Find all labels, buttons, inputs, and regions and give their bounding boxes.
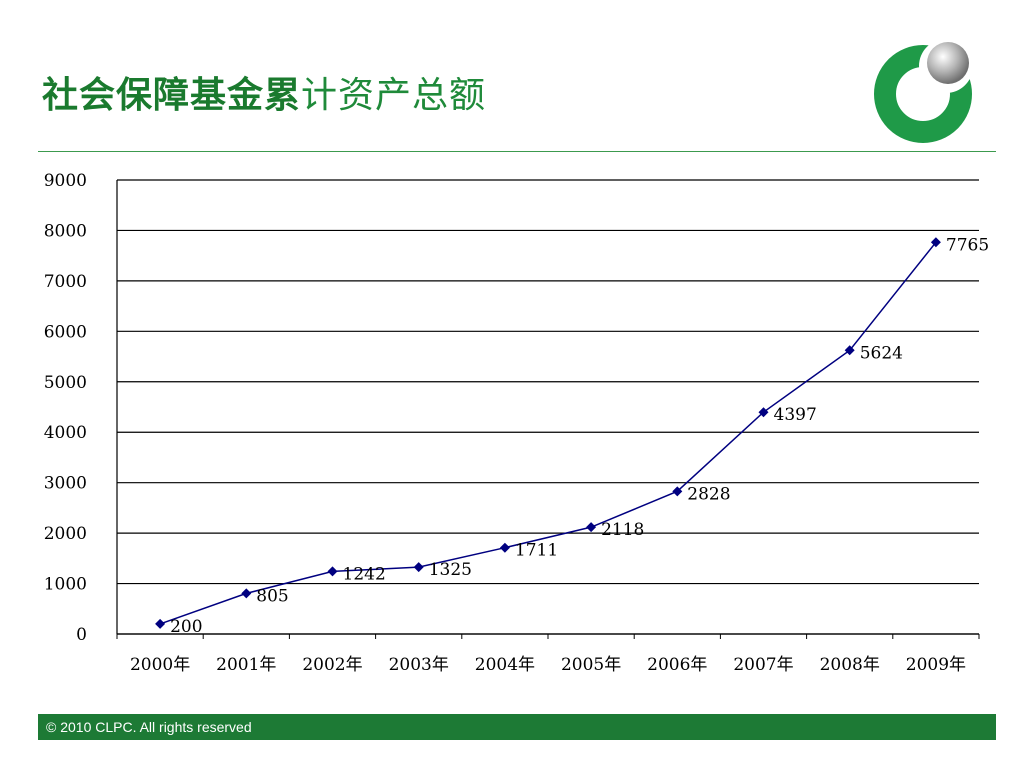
page-title-bold: 社会保障基金累 — [42, 75, 302, 116]
page-title: 社会保障基金累计资产总额 — [42, 66, 486, 118]
data-point — [672, 486, 683, 497]
footer-bar: © 2010 CLPC. All rights reserved — [38, 714, 996, 740]
data-label: 4397 — [774, 405, 817, 425]
y-tick-label: 4000 — [44, 423, 87, 443]
y-tick-label: 0 — [76, 625, 87, 645]
data-point — [155, 618, 166, 629]
data-label: 5624 — [860, 343, 903, 363]
copyright-text: © 2010 CLPC. All rights reserved — [46, 719, 252, 735]
x-tick-label: 2004年 — [475, 655, 535, 675]
data-label: 1711 — [515, 541, 558, 561]
data-point — [241, 588, 252, 599]
series-line — [159, 241, 937, 625]
x-tick-label: 2007年 — [733, 655, 793, 675]
x-tick-label: 2002年 — [302, 655, 362, 675]
page-title-rest: 计资产总额 — [301, 75, 487, 116]
data-label: 7765 — [946, 235, 989, 255]
data-point — [499, 542, 510, 553]
x-tick-label: 2008年 — [820, 655, 880, 675]
data-label: 2118 — [601, 520, 644, 540]
data-point — [844, 345, 855, 356]
data-label: 1325 — [429, 560, 472, 580]
y-tick-label: 5000 — [44, 373, 87, 393]
title-divider — [38, 151, 996, 152]
x-tick-label: 2006年 — [647, 655, 707, 675]
clpc-logo-icon — [874, 39, 973, 143]
y-tick-label: 1000 — [44, 575, 87, 595]
x-tick-label: 2003年 — [389, 655, 449, 675]
y-tick-label: 7000 — [44, 272, 87, 292]
y-tick-label: 8000 — [44, 221, 87, 241]
data-point — [586, 522, 597, 533]
y-tick-label: 2000 — [44, 524, 87, 544]
y-tick-label: 3000 — [44, 474, 87, 494]
y-tick-label: 6000 — [44, 322, 87, 342]
data-label: 805 — [256, 586, 288, 606]
data-point — [758, 407, 769, 418]
y-tick-label: 9000 — [44, 171, 87, 191]
x-tick-label: 2001年 — [216, 655, 276, 675]
data-point — [413, 562, 424, 573]
x-tick-label: 2009年 — [906, 655, 966, 675]
data-label: 2828 — [687, 484, 730, 504]
data-label: 200 — [170, 617, 202, 637]
data-point — [930, 237, 941, 248]
data-point — [327, 566, 338, 577]
x-tick-label: 2000年 — [130, 655, 190, 675]
data-label: 1242 — [343, 564, 386, 584]
x-tick-label: 2005年 — [561, 655, 621, 675]
